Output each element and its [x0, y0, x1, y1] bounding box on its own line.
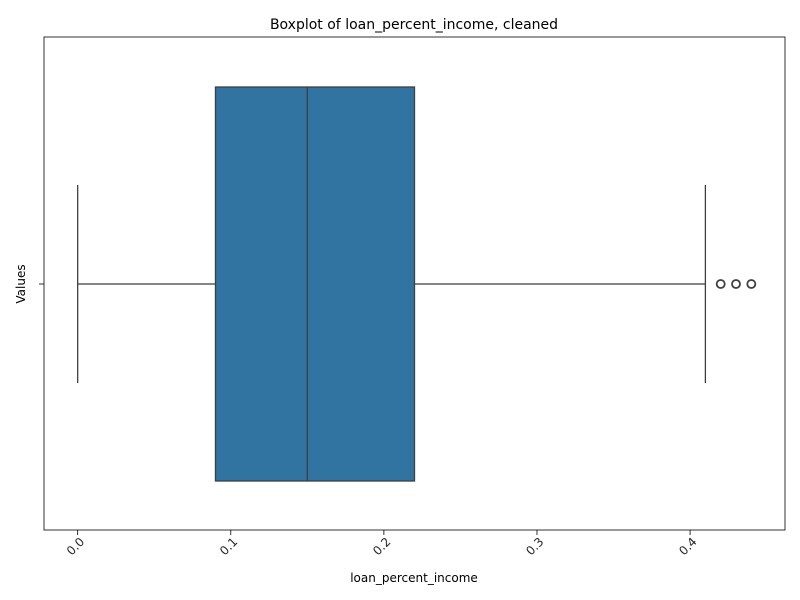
outlier-point [731, 279, 741, 289]
x-tick-label: 0.1 [217, 535, 240, 558]
outlier-point [746, 279, 757, 289]
outlier-point [715, 279, 726, 289]
x-axis-label: loan_percent_income [350, 571, 478, 585]
x-tick-label: 0.4 [676, 535, 699, 558]
x-tick-label: 0.3 [523, 535, 546, 558]
x-axis-ticks: 0.0 0.1 0.2 0.3 0.4 [64, 530, 700, 558]
x-tick-label: 0.0 [64, 535, 87, 558]
plot-frame [43, 36, 786, 531]
x-tick-label: 0.2 [370, 535, 393, 558]
chart-title: Boxplot of loan_percent_income, cleaned [270, 17, 558, 33]
y-axis-label: Values [14, 264, 28, 303]
plot-area [77, 86, 757, 482]
iqr-box [214, 86, 416, 482]
